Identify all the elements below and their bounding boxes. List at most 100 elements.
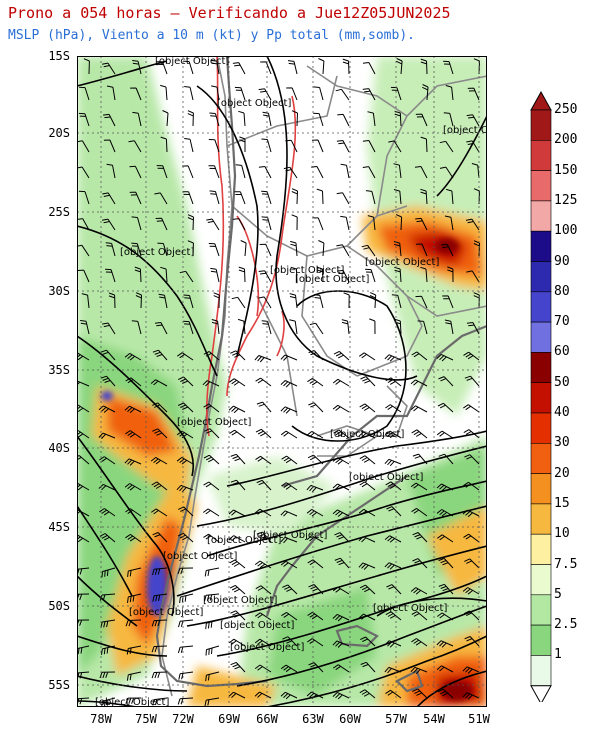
wind-barb (290, 266, 298, 283)
wind-barb (77, 645, 90, 655)
wind-barb (332, 691, 350, 700)
wind-barb (316, 188, 324, 205)
wind-barb (183, 60, 194, 75)
wind-barb (337, 269, 350, 283)
precipitation-colorbar (530, 90, 552, 702)
wind-barb (162, 110, 169, 127)
wind-barb (316, 266, 324, 283)
wind-barb (125, 508, 142, 517)
wind-barb (307, 377, 324, 387)
lat-label: 55S (48, 678, 70, 692)
wind-barb (77, 404, 90, 413)
wind-barb (78, 190, 90, 205)
wind-barb (359, 403, 376, 413)
wind-barb (77, 269, 90, 283)
wind-barb (177, 567, 194, 575)
wind-barb (129, 165, 142, 179)
wind-barb (230, 610, 246, 621)
wind-barb (439, 140, 454, 153)
wind-barb (436, 665, 454, 673)
wind-barb (102, 192, 116, 205)
wind-barb (437, 402, 454, 413)
wind-barb (280, 536, 298, 544)
wind-barb (313, 294, 324, 309)
wind-barb (102, 322, 116, 335)
wind-barb (100, 375, 116, 387)
wind-barb (463, 533, 480, 543)
colorbar-swatch (530, 473, 552, 505)
wind-barb (336, 140, 350, 153)
wind-barb (134, 266, 142, 283)
wind-barb (209, 112, 220, 127)
wind-barb (332, 613, 350, 622)
colorbar-swatch (530, 442, 552, 474)
isobar-label: [object Object] (163, 551, 237, 562)
wind-barb (101, 697, 116, 707)
wind-barb (209, 190, 220, 205)
wind-barb (152, 349, 168, 361)
wind-barb (129, 191, 142, 205)
wind-barb (384, 430, 402, 439)
isobars (77, 56, 487, 707)
wind-barb (254, 508, 272, 517)
wind-barb (255, 428, 272, 439)
lat-label: 40S (48, 441, 70, 455)
wind-barb (101, 567, 116, 578)
wind-barb (411, 507, 428, 517)
isobar-label: [object Object] (349, 472, 423, 483)
colorbar-swatch (530, 291, 552, 323)
colorbar-label: 200 (554, 132, 578, 148)
wind-barb (152, 567, 168, 576)
wind-barb (229, 378, 246, 387)
wind-barb (280, 560, 298, 569)
wind-barb (385, 689, 402, 699)
wind-barb (99, 671, 116, 679)
wind-barb (255, 612, 272, 621)
wind-barb (99, 508, 116, 517)
wind-barb (358, 562, 376, 570)
wind-barb (343, 292, 350, 309)
lat-label: 30S (48, 284, 70, 298)
wind-barb (436, 353, 454, 362)
wind-barb (176, 430, 194, 439)
wind-barb (422, 84, 429, 101)
wind-barb (125, 430, 142, 439)
wind-barbs (77, 58, 480, 707)
wind-barb (77, 244, 90, 257)
wind-barb (411, 351, 428, 361)
wind-barb (358, 613, 376, 621)
wind-barb (332, 457, 350, 465)
colorbar-swatch (530, 230, 552, 262)
wind-barb (187, 110, 194, 127)
wind-barb (204, 428, 220, 439)
colorbar-label: 30 (554, 435, 570, 451)
wind-barb (157, 242, 168, 257)
wind-barb (234, 191, 246, 205)
wind-barb (256, 479, 272, 491)
wind-barb (313, 112, 324, 127)
colorbar-label: 90 (554, 253, 570, 269)
colorbar-label: 2.5 (554, 617, 578, 633)
wind-barb (420, 58, 428, 75)
colorbar-swatch (530, 594, 552, 626)
wind-barb (307, 611, 324, 621)
wind-barb (464, 375, 480, 387)
wind-barb (385, 481, 402, 491)
wind-barb (260, 61, 272, 75)
wind-barb (239, 136, 246, 152)
wind-barb (127, 567, 142, 577)
wind-barb (213, 292, 220, 309)
wind-barb (384, 562, 402, 570)
wind-barb (259, 243, 272, 257)
wind-barb (282, 636, 298, 647)
wind-barb (462, 692, 480, 700)
wind-barb (177, 402, 194, 413)
wind-barb (359, 481, 376, 491)
lon-label: 69W (218, 712, 240, 726)
colorbar-swatch (530, 655, 552, 687)
wind-barb (358, 431, 376, 439)
wind-barb (176, 456, 194, 465)
wind-barb (291, 214, 298, 231)
wind-barb (384, 354, 402, 362)
wind-barb (229, 559, 246, 569)
